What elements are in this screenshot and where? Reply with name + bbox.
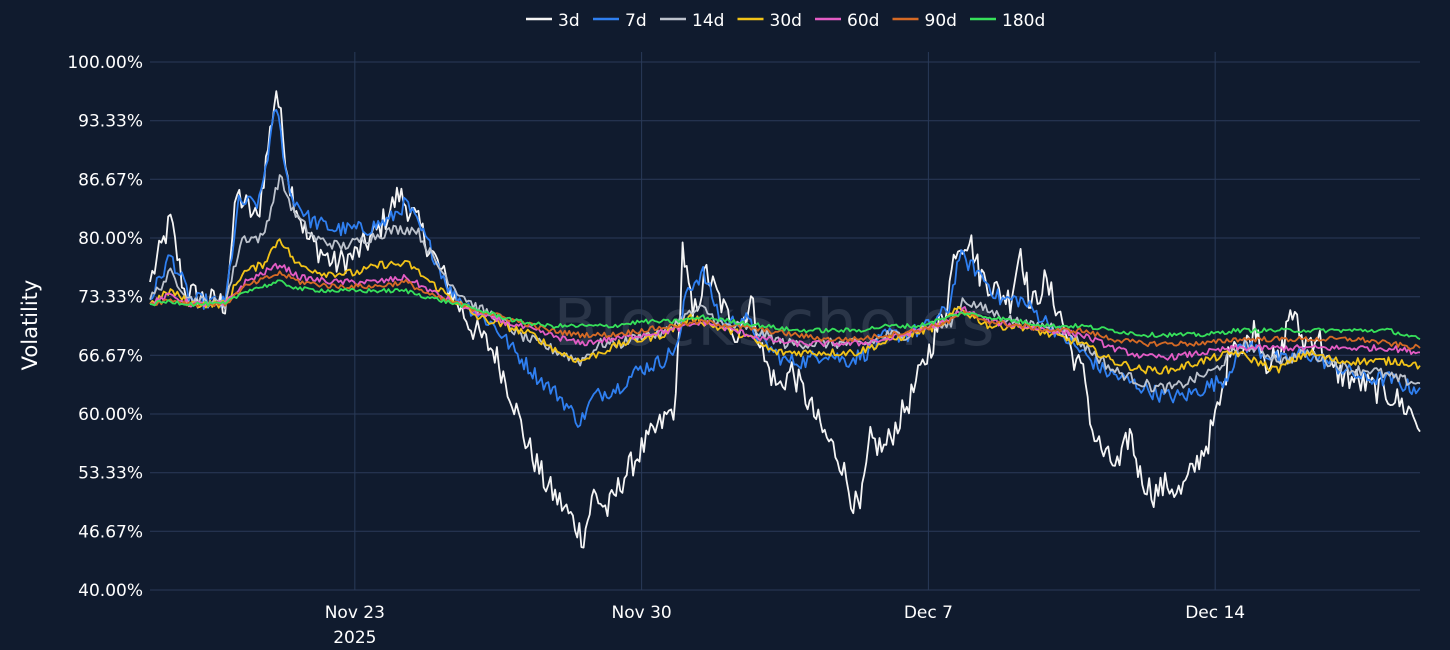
legend-item-60d[interactable]: 60d [815, 11, 879, 31]
series-line-7d [149, 109, 1421, 428]
x-tick-label: Dec 7 [904, 603, 953, 623]
legend-label: 180d [1002, 11, 1045, 31]
series-lines [149, 90, 1421, 549]
x-axis: Nov 23 2025 Nov 30 Dec 7 Dec 14 [325, 603, 1245, 648]
legend-item-180d[interactable]: 180d [970, 11, 1045, 31]
legend-item-14d[interactable]: 14d [660, 11, 724, 31]
legend[interactable]: 3d 7d 14d 30d 60d 90d 180d [526, 11, 1045, 31]
x-tick-label: Nov 30 [612, 603, 672, 623]
series-line-3d [149, 90, 1421, 549]
legend-label: 14d [692, 11, 724, 31]
legend-label: 7d [625, 11, 647, 31]
legend-item-7d[interactable]: 7d [593, 11, 647, 31]
y-tick-label: 60.00% [78, 405, 143, 425]
legend-item-90d[interactable]: 90d [892, 11, 957, 31]
x-tick-label: Dec 14 [1185, 603, 1245, 623]
y-tick-label: 46.67% [78, 522, 143, 542]
y-tick-label: 100.00% [67, 53, 143, 73]
y-tick-label: 66.67% [78, 346, 143, 366]
grid [150, 52, 1420, 591]
x-tick-label: Nov 23 [325, 603, 385, 623]
series-line-90d [149, 270, 1421, 350]
series-line-60d [149, 262, 1420, 361]
y-tick-label: 73.33% [78, 288, 143, 308]
legend-item-30d[interactable]: 30d [737, 11, 802, 31]
series-line-14d [149, 174, 1421, 394]
y-tick-label: 40.00% [78, 581, 143, 601]
legend-label: 60d [847, 11, 879, 31]
legend-label: 3d [558, 11, 580, 31]
legend-label: 30d [770, 11, 802, 31]
y-tick-label: 80.00% [78, 229, 143, 249]
series-line-30d [149, 238, 1421, 375]
series-line-180d [149, 279, 1421, 341]
y-tick-label: 86.67% [78, 170, 143, 190]
legend-label: 90d [925, 11, 957, 31]
x-tick-sublabel: 2025 [333, 628, 376, 648]
y-tick-label: 93.33% [78, 112, 143, 132]
y-axis: 40.00% 46.67% 53.33% 60.00% 66.67% 73.33% 80.0… [67, 53, 143, 601]
y-tick-label: 53.33% [78, 464, 143, 484]
y-axis-title: Volatility [18, 280, 42, 371]
legend-item-3d[interactable]: 3d [526, 11, 580, 31]
